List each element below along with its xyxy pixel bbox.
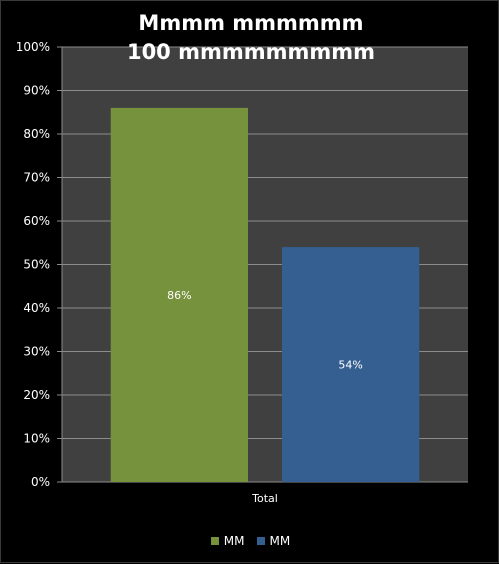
legend-item: MM	[257, 534, 291, 548]
legend-label-series-1: MM	[224, 534, 245, 548]
y-tick-label: 40%	[23, 301, 50, 315]
y-tick-label: 80%	[23, 127, 50, 141]
y-tick-label: 10%	[23, 432, 50, 446]
legend-item: MM	[211, 534, 245, 548]
legend-label-series-2: MM	[270, 534, 291, 548]
y-tick-label: 90%	[23, 84, 50, 98]
y-tick-label: 0%	[31, 475, 50, 489]
legend: MM MM	[1, 534, 499, 548]
data-label-series-2: 54%	[338, 359, 362, 372]
y-tick-label: 30%	[23, 345, 50, 359]
y-tick-label: 60%	[23, 214, 50, 228]
y-tick-label: 70%	[23, 171, 50, 185]
chart-title: Mmmm mmmmmm 100 mmmmmmmmm	[121, 9, 381, 67]
y-tick-label: 100%	[16, 40, 50, 54]
data-label-series-1: 86%	[167, 289, 191, 302]
y-tick-label: 20%	[23, 388, 50, 402]
legend-swatch-series-2	[257, 537, 265, 545]
legend-swatch-series-1	[211, 537, 219, 545]
x-category-label: Total	[251, 492, 278, 505]
y-tick-label: 50%	[23, 258, 50, 272]
